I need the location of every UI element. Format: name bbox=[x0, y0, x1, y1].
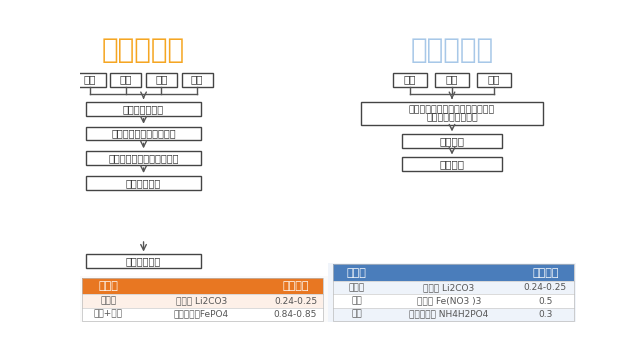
FancyBboxPatch shape bbox=[333, 281, 575, 294]
FancyBboxPatch shape bbox=[333, 294, 575, 308]
Text: 锂源: 锂源 bbox=[120, 75, 132, 85]
FancyBboxPatch shape bbox=[402, 134, 502, 148]
Text: 液相法: 液相法 bbox=[347, 268, 367, 278]
Text: 铁源: 铁源 bbox=[351, 296, 362, 306]
Text: 通入保护气体进行高温烧结: 通入保护气体进行高温烧结 bbox=[108, 153, 179, 163]
FancyBboxPatch shape bbox=[81, 278, 323, 294]
Text: 每吨用量: 每吨用量 bbox=[532, 268, 559, 278]
FancyBboxPatch shape bbox=[328, 263, 576, 322]
FancyBboxPatch shape bbox=[86, 102, 201, 116]
Text: 按一定摩尔比例混合: 按一定摩尔比例混合 bbox=[426, 114, 478, 123]
FancyBboxPatch shape bbox=[333, 308, 575, 321]
Text: 磷酸铁锂材料: 磷酸铁锂材料 bbox=[126, 178, 161, 188]
Text: 锂源: 锂源 bbox=[445, 75, 458, 85]
FancyBboxPatch shape bbox=[75, 73, 106, 87]
Text: 0.24-0.25: 0.24-0.25 bbox=[524, 283, 567, 292]
Text: 碳酸锂 Li2CO3: 碳酸锂 Li2CO3 bbox=[175, 296, 227, 306]
Text: 密封加热: 密封加热 bbox=[440, 136, 465, 146]
FancyBboxPatch shape bbox=[80, 276, 328, 322]
Text: 磷酸铁锂材料: 磷酸铁锂材料 bbox=[126, 256, 161, 266]
Text: 固相法: 固相法 bbox=[100, 296, 116, 306]
FancyBboxPatch shape bbox=[81, 294, 323, 308]
Text: 碳酸锂 Li2CO3: 碳酸锂 Li2CO3 bbox=[423, 283, 474, 292]
Text: 0.24-0.25: 0.24-0.25 bbox=[274, 296, 317, 306]
FancyBboxPatch shape bbox=[86, 127, 201, 140]
FancyBboxPatch shape bbox=[86, 151, 201, 165]
Text: 固相合成法: 固相合成法 bbox=[102, 35, 185, 64]
Text: 固相法: 固相法 bbox=[349, 283, 365, 292]
FancyBboxPatch shape bbox=[81, 308, 323, 321]
Text: 铁源: 铁源 bbox=[404, 75, 417, 85]
Text: 磷源: 磷源 bbox=[351, 310, 362, 319]
Text: 磷酸铁锂: 磷酸铁锂 bbox=[440, 159, 465, 169]
Text: 磷源: 磷源 bbox=[155, 75, 168, 85]
FancyBboxPatch shape bbox=[477, 73, 511, 87]
FancyBboxPatch shape bbox=[435, 73, 469, 87]
FancyBboxPatch shape bbox=[86, 254, 201, 268]
Text: 0.3: 0.3 bbox=[538, 310, 552, 319]
FancyBboxPatch shape bbox=[146, 73, 177, 87]
Text: 每吨用量: 每吨用量 bbox=[282, 281, 308, 291]
FancyBboxPatch shape bbox=[182, 73, 212, 87]
Text: 按比例混合配料: 按比例混合配料 bbox=[123, 104, 164, 114]
FancyBboxPatch shape bbox=[333, 264, 575, 281]
Text: 0.5: 0.5 bbox=[538, 296, 552, 306]
Text: 加入酒精液相球磨，干燥: 加入酒精液相球磨，干燥 bbox=[111, 129, 176, 139]
FancyBboxPatch shape bbox=[361, 102, 543, 125]
Text: 0.84-0.85: 0.84-0.85 bbox=[274, 310, 317, 319]
FancyBboxPatch shape bbox=[110, 73, 141, 87]
Text: 真空或惰性气体环境，加入溶剂，: 真空或惰性气体环境，加入溶剂， bbox=[409, 106, 495, 114]
FancyBboxPatch shape bbox=[393, 73, 428, 87]
Text: 液相合成法: 液相合成法 bbox=[410, 35, 493, 64]
FancyBboxPatch shape bbox=[402, 157, 502, 171]
Text: 碳源: 碳源 bbox=[191, 75, 204, 85]
Text: 磷源: 磷源 bbox=[488, 75, 500, 85]
Text: 铁源+磷源: 铁源+磷源 bbox=[93, 310, 123, 319]
Text: 固相法: 固相法 bbox=[98, 281, 118, 291]
Text: 硝酸铁 Fe(NO3 )3: 硝酸铁 Fe(NO3 )3 bbox=[417, 296, 481, 306]
Text: 无水磷酸铁FePO4: 无水磷酸铁FePO4 bbox=[173, 310, 229, 319]
Text: 磷酸二氢铵 NH4H2PO4: 磷酸二氢铵 NH4H2PO4 bbox=[409, 310, 488, 319]
FancyBboxPatch shape bbox=[86, 176, 201, 190]
Text: 铁源: 铁源 bbox=[84, 75, 97, 85]
